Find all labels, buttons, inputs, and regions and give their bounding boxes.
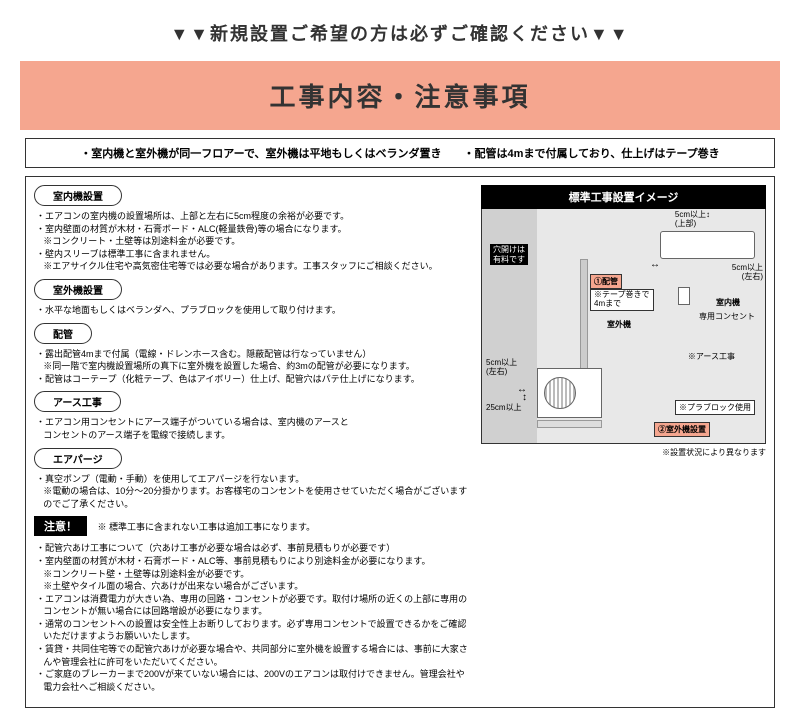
list-item: ※コンクリート・土壁等は別途料金が必要です。 [36, 235, 473, 248]
list-item: ご家庭のブレーカーまで200Vが来ていない場合には、200Vのエアコンは取付けで… [36, 668, 473, 693]
section-label: エアパージ [34, 448, 122, 469]
diagram-label: 5cm以上↕ (上部) [675, 211, 710, 229]
list-item: 賃貸・共同住宅等での配管穴あけが必要な場合や、共同部分に室外機を設置する場合には… [36, 643, 473, 668]
diagram-label: ※テープ巻きで 4mまで [590, 289, 654, 311]
list-item: 配管はコーテープ（化粧テープ、色はアイボリー）仕上げ、配管穴はパテ仕上げになりま… [36, 373, 473, 386]
right-column: 標準工事設置イメージ 穴開けは 有料です 5cm以上↕ (上 [481, 185, 766, 699]
diagram-label: 25cm以上 [486, 402, 522, 413]
caution-badge: 注意！ [34, 516, 87, 536]
outdoor-unit-icon [537, 368, 602, 418]
section-label: アース工事 [34, 391, 121, 412]
arrow-icon: ↔ [650, 259, 660, 270]
diagram-label: 5cm以上 (左右) [732, 264, 763, 282]
list-item: 室内壁面の材質が木材・石膏ボード・ALC(軽量鉄骨)等の場合になります。 [36, 223, 473, 236]
diagram-label: ※アース工事 [688, 351, 735, 362]
section-body: 真空ポンプ（電動・手動）を使用してエアパージを行ないます。 ※電動の場合は、10… [34, 473, 473, 511]
content-wrap: 室内機設置 エアコンの室内機の設置場所は、上部と左右に5cm程度の余裕が必要です… [25, 176, 775, 708]
header-notice: ▼▼新規設置ご希望の方は必ずご確認ください▼▼ [20, 10, 780, 61]
diagram-note: ※設置状況により異なります [481, 447, 766, 458]
section-outdoor: 室外機設置 水平な地面もしくはベランダへ、プラブロックを使用して取り付けます。 [34, 279, 473, 317]
list-item: エアコンの室内機の設置場所は、上部と左右に5cm程度の余裕が必要です。 [36, 210, 473, 223]
list-item: 壁内スリーブは標準工事に含まれません。 [36, 248, 473, 261]
diagram-label: ①配管 [590, 274, 622, 289]
outlet-icon [678, 287, 690, 305]
list-item: ※コンクリート壁・土壁等は別途料金が必要です。 [36, 568, 473, 581]
list-item: 露出配管4mまで付属（電線・ドレンホース含む。隠蔽配管は行なっていません） [36, 348, 473, 361]
section-body: 水平な地面もしくはベランダへ、プラブロックを使用して取り付けます。 [34, 304, 473, 317]
list-item: ※土壁やタイル面の場合、穴あけが出来ない場合がございます。 [36, 580, 473, 593]
diagram-label: 専用コンセント [699, 311, 755, 322]
diagram-label: 室内機 [716, 297, 740, 308]
caution-header: ※ 標準工事に含まれない工事は追加工事になります。 [98, 522, 316, 532]
section-body: 露出配管4mまで付属（電線・ドレンホース含む。隠蔽配管は行なっていません） ※同… [34, 348, 473, 386]
diagram-label: ②室外機設置 [654, 422, 710, 437]
block-icon [537, 420, 602, 428]
list-item: 配管穴あけ工事について（穴あけ工事が必要な場合は必ず、事前見積もりが必要です） [36, 542, 473, 555]
arrow-icon: ↕ [522, 392, 527, 403]
section-label: 室外機設置 [34, 279, 122, 300]
list-item: コンセントのアース端子を電線で接続します。 [36, 429, 473, 442]
diagram-box: 穴開けは 有料です 5cm以上↕ (上部) 5cm以上 (左右) 室内機 専用コ… [481, 209, 766, 444]
section-pipe: 配管 露出配管4mまで付属（電線・ドレンホース含む。隠蔽配管は行なっていません）… [34, 323, 473, 386]
title-banner: 工事内容・注意事項 [20, 61, 780, 130]
section-label: 配管 [34, 323, 92, 344]
section-label: 室内機設置 [34, 185, 122, 206]
list-item: 真空ポンプ（電動・手動）を使用してエアパージを行ないます。 [36, 473, 473, 486]
list-item: エアコンは消費電力が大きい為、専用の回路・コンセントが必要です。取付け場所の近く… [36, 593, 473, 618]
section-earth: アース工事 エアコン用コンセントにアース端子がついている場合は、室内機のアースと… [34, 391, 473, 441]
list-item: 水平な地面もしくはベランダへ、プラブロックを使用して取り付けます。 [36, 304, 473, 317]
list-item: ※電動の場合は、10分～20分掛かります。お客様宅のコンセントを使用させていただ… [36, 485, 473, 510]
list-item: 室内壁面の材質が木材・石膏ボード・ALC等、事前見積もりにより別途料金が必要にな… [36, 555, 473, 568]
diagram-label: 穴開けは 有料です [490, 244, 528, 265]
diagram-label: ※プラブロック使用 [675, 400, 755, 415]
caution-body: 配管穴あけ工事について（穴あけ工事が必要な場合は必ず、事前見積もりが必要です） … [34, 542, 473, 693]
title-text: 工事内容・注意事項 [269, 82, 530, 112]
pipe-icon [580, 259, 588, 379]
list-item: ※同一階で室内機設置場所の真下に室外機を設置した場合、約3mの配管が必要になりま… [36, 360, 473, 373]
list-item: 通常のコンセントへの設置は安全性上お断りしております。必ず専用コンセントで設置で… [36, 618, 473, 643]
list-item: ※エアサイクル住宅や高気密住宅等では必要な場合があります。工事スタッフにご相談く… [36, 260, 473, 273]
diagram-label: 5cm以上 (左右) [486, 359, 517, 377]
left-column: 室内機設置 エアコンの室内機の設置場所は、上部と左右に5cm程度の余裕が必要です… [34, 185, 473, 699]
diagram-header: 標準工事設置イメージ [481, 185, 766, 209]
section-indoor: 室内機設置 エアコンの室内機の設置場所は、上部と左右に5cm程度の余裕が必要です… [34, 185, 473, 273]
section-body: エアコンの室内機の設置場所は、上部と左右に5cm程度の余裕が必要です。 室内壁面… [34, 210, 473, 273]
indoor-unit-icon [660, 231, 755, 259]
section-airpurge: エアパージ 真空ポンプ（電動・手動）を使用してエアパージを行ないます。 ※電動の… [34, 448, 473, 511]
section-body: エアコン用コンセントにアース端子がついている場合は、室内機のアースと コンセント… [34, 416, 473, 441]
list-item: エアコン用コンセントにアース端子がついている場合は、室内機のアースと [36, 416, 473, 429]
caution-row: 注意！ ※ 標準工事に含まれない工事は追加工事になります。 [34, 516, 473, 536]
diagram-label: 室外機 [607, 319, 631, 330]
subheader: ・室内機と室外機が同一フロアーで、室外機は平地もしくはベランダ置き ・配管は4m… [25, 138, 775, 168]
